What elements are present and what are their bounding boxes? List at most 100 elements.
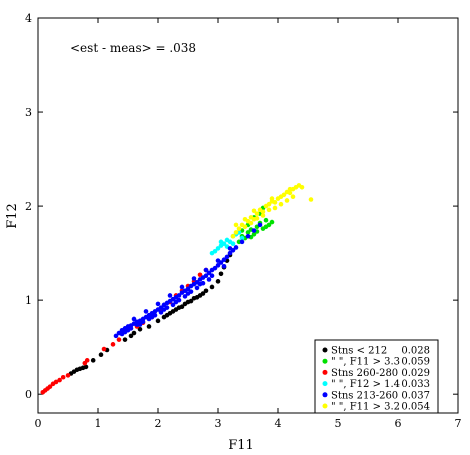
legend-stat: 0.059: [401, 357, 430, 368]
data-point: [260, 213, 266, 218]
legend-label: " ", F12 > 1.4: [331, 379, 400, 390]
series-4: [113, 222, 263, 339]
x-tick-label: 4: [275, 417, 282, 430]
data-point: [200, 291, 206, 296]
data-point: [266, 201, 272, 207]
legend-label: Stns 260-280: [331, 368, 398, 379]
data-point: [176, 297, 182, 303]
data-point: [170, 302, 176, 308]
data-point: [215, 263, 221, 268]
data-point: [191, 276, 197, 281]
legend-stat: 0.037: [401, 390, 430, 401]
data-points: [40, 183, 314, 395]
data-point: [251, 232, 257, 237]
chart-annotation: <est - meas> = .038: [70, 41, 196, 55]
data-point: [158, 310, 164, 315]
data-point: [128, 333, 134, 339]
data-point: [203, 273, 209, 278]
data-point: [57, 377, 62, 383]
data-point: [206, 270, 212, 276]
legend-marker: [322, 392, 328, 398]
legend-label: " ", F11 > 3.3: [331, 357, 400, 368]
data-point: [221, 263, 227, 269]
data-point: [266, 207, 272, 213]
data-point: [263, 224, 269, 230]
data-point: [215, 279, 221, 284]
data-point: [218, 271, 224, 277]
data-point: [131, 330, 137, 336]
legend-marker: [322, 347, 328, 353]
data-point: [257, 222, 263, 228]
data-point: [221, 257, 227, 263]
data-point: [176, 293, 182, 298]
data-point: [188, 298, 194, 304]
data-point: [233, 245, 239, 250]
data-point: [260, 209, 266, 215]
data-point: [197, 272, 203, 278]
data-point: [248, 220, 254, 226]
legend-marker: [322, 403, 328, 409]
plot-frame: [37, 17, 459, 414]
data-point: [254, 211, 260, 216]
data-point: [134, 322, 140, 327]
legend-marker: [322, 358, 328, 364]
data-point: [188, 289, 194, 294]
legend-stat: 0.029: [401, 368, 430, 379]
data-point: [281, 192, 287, 198]
data-point: [215, 258, 221, 263]
data-point: [155, 318, 161, 324]
x-tick-label: 3: [215, 417, 222, 430]
y-tick-label: 1: [25, 294, 32, 307]
legend-marker: [322, 381, 328, 387]
data-point: [146, 324, 152, 329]
data-point: [308, 197, 314, 202]
data-point: [194, 285, 200, 291]
data-point: [239, 239, 245, 245]
legend-stat: 0.028: [401, 346, 430, 357]
x-tick-label: 5: [335, 417, 342, 430]
data-point: [179, 284, 185, 290]
data-point: [215, 246, 221, 251]
data-point: [287, 186, 293, 192]
data-point: [101, 346, 107, 352]
data-point: [287, 190, 293, 196]
data-point: [224, 254, 230, 260]
data-point: [230, 241, 236, 247]
data-point: [128, 326, 134, 331]
data-point: [242, 216, 248, 222]
data-point: [230, 233, 236, 239]
x-tick-label: 7: [455, 417, 462, 430]
data-point: [110, 342, 116, 347]
legend-label: Stns 213-260: [331, 390, 398, 401]
data-point: [269, 219, 275, 225]
data-point: [203, 267, 209, 273]
data-point: [245, 233, 251, 239]
data-point: [122, 337, 128, 342]
legend-marker: [322, 369, 328, 375]
series-5: [230, 183, 314, 239]
data-point: [251, 228, 257, 233]
data-point: [272, 205, 278, 211]
data-point: [209, 250, 215, 256]
data-point: [209, 284, 215, 290]
data-point: [299, 184, 305, 190]
legend-box: [314, 339, 439, 414]
data-point: [263, 217, 269, 223]
x-axis-label: F11: [228, 438, 254, 453]
data-point: [143, 309, 149, 314]
data-point: [242, 224, 248, 230]
legend-stat: 0.033: [401, 379, 430, 390]
y-tick-label: 4: [25, 12, 32, 25]
data-point: [167, 293, 173, 298]
data-point: [206, 277, 212, 282]
data-point: [53, 379, 59, 385]
x-tick-label: 0: [35, 417, 42, 430]
data-point: [284, 198, 290, 203]
legend-label: " ", F11 > 3.2: [331, 402, 400, 413]
data-point: [152, 312, 158, 318]
data-point: [254, 216, 260, 221]
y-axis-label: F12: [5, 203, 20, 229]
legend-stat: 0.054: [401, 402, 430, 413]
data-point: [203, 288, 209, 294]
data-point: [140, 319, 146, 325]
